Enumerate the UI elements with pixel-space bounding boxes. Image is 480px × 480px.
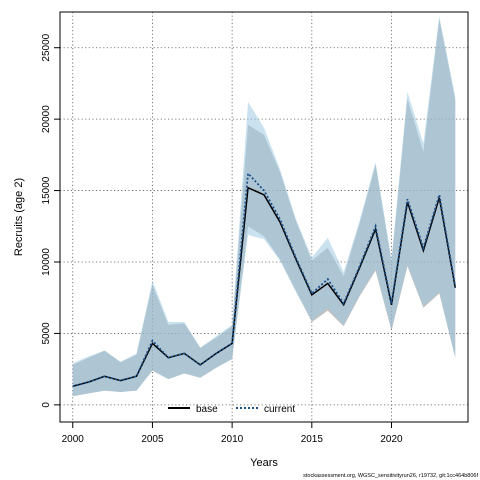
footnote: stockassessment.org, WGSC_sensitivityrun…: [303, 473, 478, 479]
y-tick-label: 5000: [41, 322, 52, 345]
x-tick-label: 2000: [62, 434, 85, 445]
legend-label-current: current: [264, 404, 295, 415]
line-base: [72, 186, 456, 388]
line-current: [72, 171, 457, 388]
series-lines: [72, 171, 457, 388]
x-tick-label: 2020: [380, 434, 403, 445]
legend: base current: [168, 404, 295, 415]
y-tick-label: 25000: [41, 33, 52, 61]
x-tick-label: 2010: [221, 434, 244, 445]
x-tick-label: 2005: [141, 434, 164, 445]
x-tick-label: 2015: [301, 434, 324, 445]
legend-label-base: base: [196, 404, 218, 415]
axes: 2000 2005 2010 2015 2020 0 5000 10000 15000 20000…: [41, 33, 403, 445]
y-tick-label: 10000: [41, 248, 52, 276]
x-axis-title: Years: [250, 457, 278, 469]
y-tick-label: 0: [41, 402, 52, 408]
y-tick-label: 15000: [41, 176, 52, 204]
y-tick-label: 20000: [41, 105, 52, 133]
plot-frame: [59, 11, 469, 423]
band-current: [72, 16, 456, 397]
confidence-bands: [72, 16, 456, 397]
y-axis-title: Recruits (age 2): [13, 178, 25, 256]
